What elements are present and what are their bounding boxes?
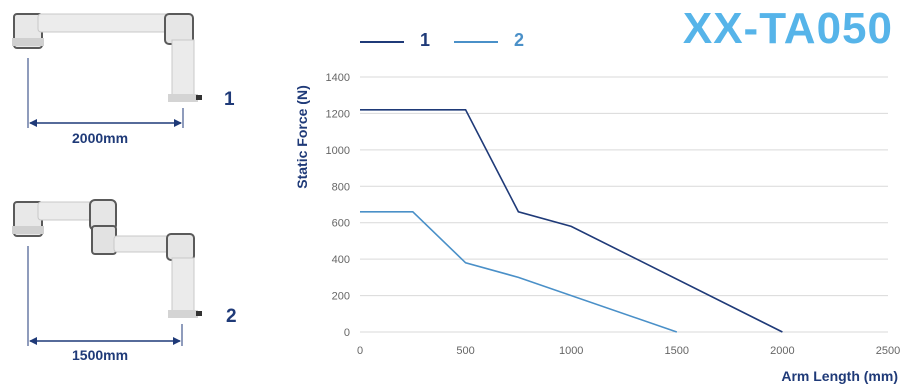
x-axis-title: Arm Length (mm) bbox=[781, 368, 898, 384]
series-2-line bbox=[360, 210, 678, 333]
arm-2-illustration bbox=[12, 199, 202, 318]
arm-diagram bbox=[12, 13, 202, 346]
arm-2-dimension-label: 1500mm bbox=[72, 347, 129, 363]
legend-label-series-2: 2 bbox=[514, 30, 525, 50]
model-title: XX-TA050 bbox=[682, 4, 893, 53]
x-tick-label: 2500 bbox=[876, 345, 900, 357]
legend-line-series-2 bbox=[454, 41, 498, 43]
chart-series bbox=[360, 108, 783, 333]
x-axis-ticks: 0 500 1000 1500 2000 2500 bbox=[357, 345, 900, 357]
arm-2-dimension bbox=[27, 246, 183, 346]
y-tick-label: 200 bbox=[332, 291, 350, 303]
y-tick-label: 400 bbox=[332, 254, 350, 266]
y-tick-label: 1200 bbox=[326, 108, 350, 120]
arm-1-dimension bbox=[27, 58, 184, 128]
arm-1-number: 1 bbox=[224, 89, 235, 110]
legend-label-series-1: 1 bbox=[420, 30, 431, 50]
y-tick-label: 0 bbox=[344, 327, 350, 339]
y-axis-ticks: 0 200 400 600 800 1000 1200 1400 bbox=[326, 72, 350, 339]
y-tick-label: 800 bbox=[332, 181, 350, 193]
series-1-line bbox=[360, 108, 783, 333]
y-tick-label: 1000 bbox=[326, 145, 350, 157]
arm-1-illustration bbox=[12, 13, 202, 102]
x-tick-label: 500 bbox=[456, 345, 474, 357]
legend-line-series-1 bbox=[360, 41, 404, 43]
y-tick-label: 1400 bbox=[326, 72, 350, 84]
x-tick-label: 1500 bbox=[665, 345, 689, 357]
y-axis-title: Static Force (N) bbox=[294, 85, 310, 188]
chart-gridlines bbox=[360, 76, 888, 333]
x-tick-label: 0 bbox=[357, 345, 363, 357]
x-tick-label: 1000 bbox=[559, 345, 583, 357]
x-tick-label: 2000 bbox=[770, 345, 794, 357]
arm-illustrations: 1 2000mm 2 1500mm bbox=[0, 0, 270, 385]
arm-1-dimension-label: 2000mm bbox=[72, 130, 129, 146]
arm-2-number: 2 bbox=[226, 306, 237, 327]
y-tick-label: 600 bbox=[332, 218, 350, 230]
